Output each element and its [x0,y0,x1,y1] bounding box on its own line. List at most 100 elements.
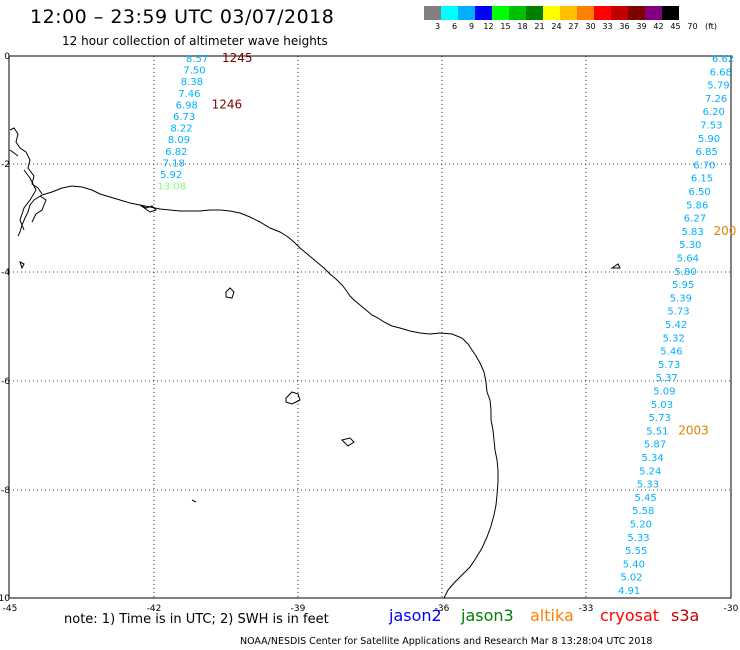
wave-height-value: 5.45 [634,493,656,504]
pass-number-label: 200 [713,224,736,238]
wave-height-value: 5.40 [623,559,645,570]
pass-number-label: 1245 [222,51,253,65]
island-tiny [191,499,197,503]
legend-label: 33 [602,22,613,31]
legend-label: 24 [551,22,562,31]
pass-number-label: 1246 [212,97,243,111]
x-tick-label: -36 [435,604,450,614]
island-west [19,261,25,270]
wave-height-value: 8.22 [170,124,192,135]
wave-height-value: 5.80 [674,267,696,278]
wave-height-value: 6.15 [691,174,713,185]
wave-height-value: 7.53 [700,121,722,132]
wave-height-value: 5.83 [681,227,703,238]
wave-height-value: 4.91 [618,586,640,597]
legend-label: 39 [636,22,647,31]
wave-height-value: 6.62 [712,54,734,65]
wave-height-value: 5.87 [644,440,666,451]
wave-height-value: 6.73 [173,112,195,123]
legend-swatch [577,6,594,20]
wave-height-value: 5.39 [670,293,692,304]
wave-height-value: 5.86 [686,200,708,211]
legend-swatch [458,6,475,20]
color-legend [424,6,679,20]
satellite-label-cryosat: cryosat [600,606,660,625]
island-fernando [225,287,235,299]
legend-label: 70 [687,22,698,31]
wave-height-value: 8.38 [181,77,203,88]
wave-height-value: 8.57 [186,54,208,65]
wave-height-value: 5.09 [653,387,675,398]
wave-height-value: 5.03 [651,400,673,411]
wave-height-value: 5.95 [672,280,694,291]
coastline-tip [17,199,35,237]
legend-label: 30 [585,22,596,31]
wave-height-value: 5.90 [698,134,720,145]
wave-height-value: 5.33 [637,480,659,491]
wave-height-value: 5.42 [665,320,687,331]
wave-height-value: 13.08 [157,182,186,193]
legend-label: 45 [670,22,681,31]
y-tick-label: -4 [1,268,10,278]
map-frame [8,55,732,599]
legend-swatch [543,6,560,20]
wave-height-value: 5.46 [660,347,682,358]
legend-label: 42 [653,22,664,31]
amazon-delta [9,127,47,231]
wave-height-value: 6.85 [696,147,718,158]
wave-height-value: 6.70 [693,160,715,171]
wave-height-value: 5.37 [656,373,678,384]
legend-label: 36 [619,22,630,31]
x-tick-label: -39 [291,604,306,614]
wave-height-value: 5.58 [632,506,654,517]
wave-height-value: 7.18 [163,158,185,169]
coastline [33,185,499,599]
y-tick-label: 0 [4,52,10,62]
legend-label: 18 [517,22,528,31]
satellite-label-s3a: s3a [671,606,700,625]
legend-swatch [662,6,679,20]
wave-height-value: 6.98 [176,100,198,111]
legend-label: (ft) [704,22,718,31]
legend-swatch [492,6,509,20]
wave-height-value: 5.92 [160,170,182,181]
note-text: note: 1) Time is in UTC; 2) SWH is in fe… [64,612,329,627]
satellite-label-jason3: jason3 [461,606,514,625]
island-abrolhos [285,391,301,405]
y-tick-label: -8 [1,486,10,496]
wave-height-value: 5.73 [649,413,671,424]
wave-height-value: 7.50 [183,66,205,77]
coast-inlet [139,204,157,213]
wave-height-value: 6.82 [165,147,187,158]
y-tick-label: -10 [0,594,10,604]
x-tick-label: -45 [3,604,18,614]
wave-height-value: 5.30 [679,240,701,251]
legend-swatch [475,6,492,20]
legend-label: 9 [468,22,475,31]
legend-swatch [628,6,645,20]
x-tick-label: -33 [579,604,594,614]
legend-label: 3 [434,22,441,31]
legend-label: 27 [568,22,579,31]
wave-height-value: 5.73 [658,360,680,371]
page-title: 12:00 – 23:59 UTC 03/07/2018 [30,6,335,28]
island-east [610,263,621,269]
wave-height-value: 5.79 [707,81,729,92]
legend-swatch [441,6,458,20]
wave-height-value: 8.09 [168,135,190,146]
legend-swatch [424,6,441,20]
color-legend-labels: 3 6 9 12 15 18 21 24 27 30 33 36 39 42 45 70 (ft) [424,22,721,31]
wave-height-value: 6.68 [710,67,732,78]
satellite-label-altika: altika [530,606,574,625]
legend-label: 15 [500,22,511,31]
wave-height-value: 5.64 [677,254,699,265]
legend-swatch [645,6,662,20]
wave-height-value: 6.20 [703,107,725,118]
legend-label: 6 [451,22,458,31]
wave-height-value: 5.32 [663,333,685,344]
y-tick-label: -2 [1,160,10,170]
wave-height-value: 5.20 [630,520,652,531]
legend-swatch [611,6,628,20]
pass-number-label: 2003 [678,423,709,437]
